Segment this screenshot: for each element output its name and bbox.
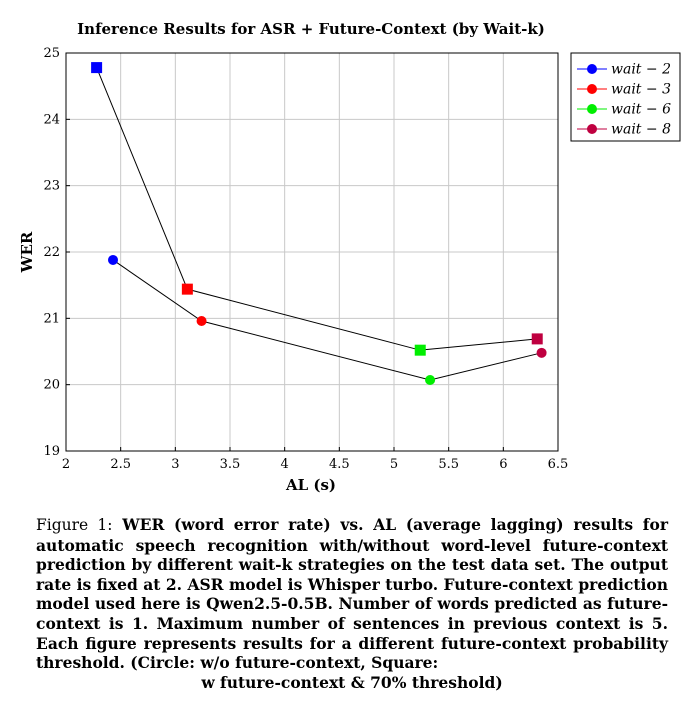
x-tick-label: 4.5 [329,457,350,472]
x-tick-label: 2 [62,457,70,472]
chart-title: Inference Results for ASR + Future-Conte… [77,20,545,38]
circle-series-line [112,259,542,381]
caption-text: WER (word error rate) vs. AL (average la… [36,515,668,673]
x-tick-label: 6 [499,457,507,472]
y-tick-label: 20 [43,378,60,393]
y-tick-label: 24 [43,112,60,127]
circle-data-point [108,254,119,265]
grid [65,52,559,452]
y-tick-label: 21 [43,311,60,326]
x-tick-label: 3.5 [220,457,241,472]
square-data-point [414,344,426,356]
chart: Inference Results for ASR + Future-Conte… [18,20,681,494]
x-tick-label: 4 [281,457,289,472]
data-markers [91,62,547,386]
legend-label: wait − 3 [611,82,671,98]
legend-label: wait − 6 [611,102,671,118]
circle-data-point [196,315,207,326]
x-tick-label: 3 [171,457,179,472]
square-data-point [91,62,103,74]
caption-last-line: w future-context & 70% threshold) [201,672,503,692]
legend-label: wait − 8 [611,122,671,138]
legend-marker [587,104,597,114]
circle-data-point [425,375,436,386]
square-data-point [531,333,543,345]
series-lines [96,67,542,381]
y-tick-label: 19 [43,444,60,459]
caption-label: Figure 1: [36,516,113,534]
square-data-point [181,283,193,295]
x-tick-label: 6.5 [548,457,569,472]
x-tick-label: 5.5 [438,457,459,472]
y-tick-label: 22 [43,245,60,260]
x-tick-label: 5 [390,457,398,472]
y-tick-label: 25 [43,46,60,61]
square-series-line [96,67,538,351]
x-tick-label: 2.5 [110,457,131,472]
legend: wait − 2 wait − 3 wait − 6 wait − 8 [570,52,681,142]
y-axis-label: WER [18,231,36,273]
y-axis-ticks: 19 20 21 22 23 24 25 [43,46,70,459]
figure-caption: Figure 1: WER (word error rate) vs. AL (… [36,515,668,692]
circle-data-point [536,347,547,358]
x-axis-ticks: 2 2.5 3 3.5 4 4.5 5 5.5 6 6.5 [62,447,568,472]
legend-marker [587,124,597,134]
x-axis-label: AL (s) [285,476,336,494]
y-tick-label: 23 [43,179,60,194]
legend-marker [587,84,597,94]
legend-marker [587,64,597,74]
legend-label: wait − 2 [611,62,671,78]
